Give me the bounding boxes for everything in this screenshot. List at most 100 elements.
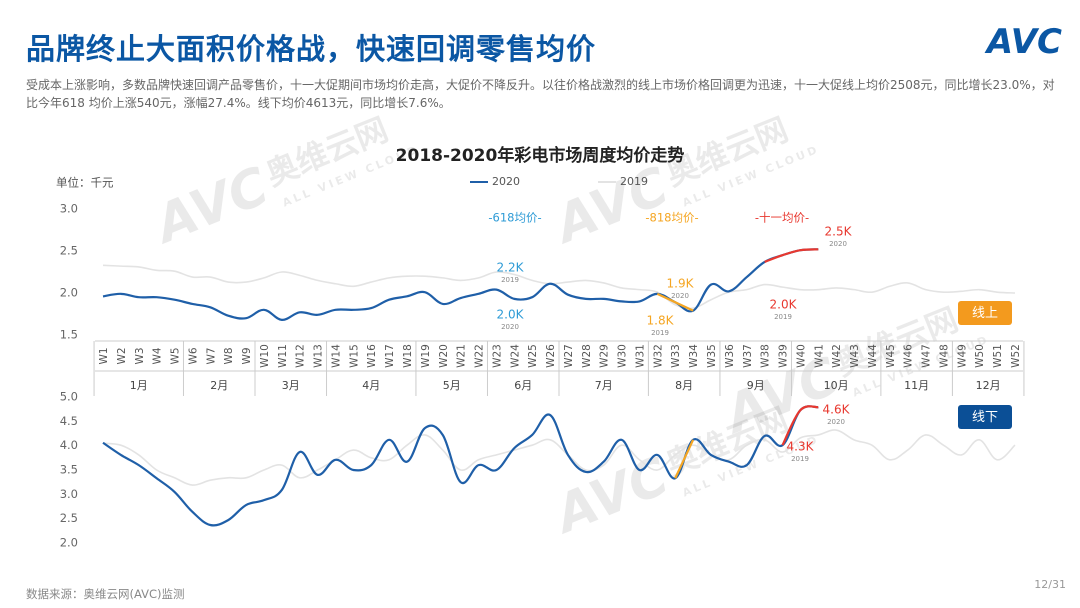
month-label: 2月 [210,379,228,392]
month-label: 11月 [904,379,929,392]
x-tick-label: W16 [366,344,378,368]
x-tick-label: W18 [402,344,414,368]
x-tick-label: W25 [527,344,539,368]
slide-title: 品牌终止大面积价格战，快速回调零售均价 [26,32,597,66]
y-tick-label: 1.5 [60,328,78,342]
x-tick-label: W49 [956,344,968,368]
month-label: 3月 [282,379,300,392]
y-tick-label: 4.0 [60,438,78,452]
watermark-logo: AVC [144,156,277,256]
highlight-line [764,248,819,263]
highlight-line [656,292,694,312]
callout-note: 2020 [827,418,845,426]
x-tick-label: W36 [724,344,736,368]
watermark-logo: AVC [544,446,677,546]
annotation: -618均价- [488,211,541,225]
y-tick-label: 2.0 [60,286,78,300]
x-tick-label: W27 [563,344,575,368]
x-tick-label: W32 [652,344,664,368]
x-tick-label: W48 [938,344,950,368]
x-tick-label: W26 [545,344,557,368]
callout-value: 1.8K [647,314,675,328]
month-label: 7月 [595,379,613,392]
month-label: 8月 [675,379,693,392]
x-tick-label: W52 [1010,344,1022,368]
callout-note: 2020 [671,292,689,300]
series-line [102,264,1016,310]
x-tick-label: W40 [795,344,807,368]
callout-value: 2.5K [825,225,853,239]
y-tick-label: 3.0 [60,202,78,216]
x-tick-label: W3 [134,347,146,364]
x-tick-label: W43 [849,344,861,368]
x-tick-label: W39 [778,344,790,368]
badge [958,301,1012,325]
x-tick-label: W14 [330,344,342,368]
x-tick-label: W9 [241,347,253,364]
callout-note: 2019 [501,276,519,284]
subtitle: 受成本上涨影响，多数品牌快速回调产品零售价，十一大促期间市场均价走高，大促价不降… [26,78,1055,110]
month-label: 12月 [976,379,1001,392]
badge [958,405,1012,429]
series-line [102,248,819,321]
source-note: 数据来源：奥维云网(AVC)监测 [26,587,185,601]
month-label: 10月 [824,379,849,392]
x-tick-label: W23 [491,344,503,368]
callout-value: 4.3K [787,440,815,454]
x-tick-label: W20 [438,344,450,368]
series-line [102,405,819,527]
callout-value: 1.9K [667,277,695,291]
x-tick-label: W50 [974,344,986,368]
x-tick-label: W11 [277,344,289,368]
callout-note: 2019 [791,455,809,463]
chart-title: 2018-2020年彩电市场周度均价走势 [396,145,685,166]
legend-label: 2020 [492,175,520,188]
y-tick-label: 2.5 [60,244,78,258]
x-tick-label: W51 [992,344,1004,368]
callout-note: 2020 [829,240,847,248]
badge-label: 线下 [972,410,998,425]
highlight-line [781,405,819,446]
callout-note: 2019 [774,313,792,321]
annotation: -十一均价- [755,211,809,225]
page-number: 12/31 [1034,578,1066,591]
callout-value: 2.0K [497,308,525,322]
annotation: -818均价- [645,211,698,225]
callout-note: 2020 [501,323,519,331]
y-tick-label: 2.0 [60,536,78,550]
month-label: 1月 [130,379,148,392]
x-tick-label: W1 [98,347,110,364]
highlight-line [674,439,695,479]
x-tick-label: W45 [885,344,897,368]
y-tick-label: 3.0 [60,487,78,501]
x-tick-label: W41 [813,344,825,368]
x-tick-label: W47 [921,344,933,368]
x-tick-label: W22 [474,344,486,368]
legend-label: 2019 [620,175,648,188]
logo: AVC [986,22,1062,62]
month-label: 6月 [514,379,532,392]
y-tick-label: 5.0 [60,390,78,404]
x-tick-label: W19 [420,344,432,368]
x-tick-label: W31 [634,344,646,368]
series-line [102,429,1016,486]
month-label: 9月 [747,379,765,392]
x-tick-label: W30 [617,344,629,368]
callout-value: 2.2K [497,261,525,275]
x-tick-label: W35 [706,344,718,368]
x-tick-label: W2 [116,347,128,364]
x-tick-label: W17 [384,344,396,368]
x-tick-label: W8 [223,347,235,364]
month-label: 5月 [443,379,461,392]
x-tick-label: W37 [742,344,754,368]
x-tick-label: W44 [867,344,879,368]
x-tick-label: W42 [831,344,843,368]
month-label: 4月 [362,379,380,392]
callout-value: 2.0K [770,298,798,312]
x-tick-label: W12 [295,344,307,368]
x-tick-label: W34 [688,344,700,368]
